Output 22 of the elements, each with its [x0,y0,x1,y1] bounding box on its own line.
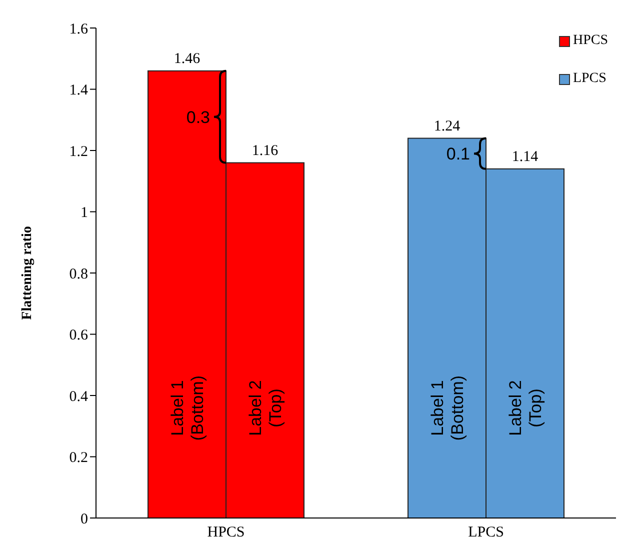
category-label: LPCS [572,71,606,86]
y-tick-label: 0.6 [69,328,88,344]
data-label: 1.14 [512,148,539,165]
y-tick-label: 1.4 [69,82,88,99]
y-axis-title: Flattening ratio [20,226,35,320]
y-tick-label: 0.8 [69,266,88,282]
text: Label 2 (Top) [506,380,545,436]
data-label: 1.16 [252,142,279,159]
y-tick-label: 1.6 [69,21,88,38]
series-label: Label 1 (Bottom) [168,375,207,441]
y-tick-label: 0 [80,511,88,528]
y-tick-label: 1.2 [69,144,88,160]
text: Label 1 (Bottom) [428,375,467,441]
data-label: 1.24 [434,118,461,134]
annotation: 0.1 [446,144,470,164]
data-label: 1.46 [174,50,201,67]
y-tick-label: 1 [80,205,88,222]
series-label: Label 2 (Top) [246,380,285,436]
y-tick-label: 0.4 [69,388,88,405]
y-tick-label: 0.2 [69,450,88,466]
category-label: HPCS [572,33,608,48]
annotation: 0.3 [186,108,210,127]
